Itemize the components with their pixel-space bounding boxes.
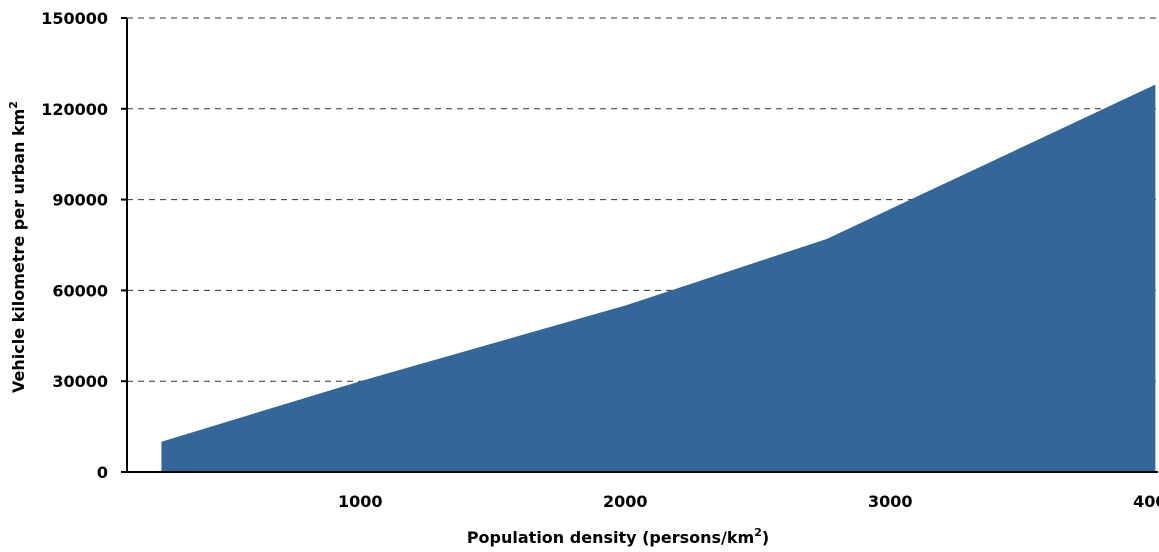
y-axis-title-sup: 2 <box>7 101 20 109</box>
x-axis-title-suffix: ) <box>762 528 769 547</box>
y-tick-label: 30000 <box>52 372 108 391</box>
x-axis-title-text: Population density (persons/km <box>467 528 754 547</box>
x-axis-title-sup: 2 <box>754 526 762 539</box>
x-axis-title: Population density (persons/km2) <box>467 526 769 547</box>
area-series-0 <box>161 84 1156 472</box>
y-tick-label: 90000 <box>52 191 108 210</box>
axes <box>121 17 1158 473</box>
x-tick-label: 2000 <box>603 492 648 511</box>
x-tick-label: 1000 <box>338 492 383 511</box>
y-tick-labels: 0 30000 60000 90000 120000 150000 <box>41 9 108 482</box>
x-tick-label: 3000 <box>868 492 913 511</box>
y-tick-label: 150000 <box>41 9 108 28</box>
y-tick-label: 120000 <box>41 100 108 119</box>
plot-area <box>161 84 1156 472</box>
y-tick-label: 0 <box>97 463 108 482</box>
y-tick-label: 60000 <box>52 281 108 300</box>
x-tick-labels: 1000 2000 3000 4000 <box>338 492 1159 511</box>
y-axis-title-text: Vehicle kilometre per urban km <box>9 109 28 393</box>
x-tick-label: 4000 <box>1133 492 1159 511</box>
y-axis-title: Vehicle kilometre per urban km2 <box>7 101 28 393</box>
